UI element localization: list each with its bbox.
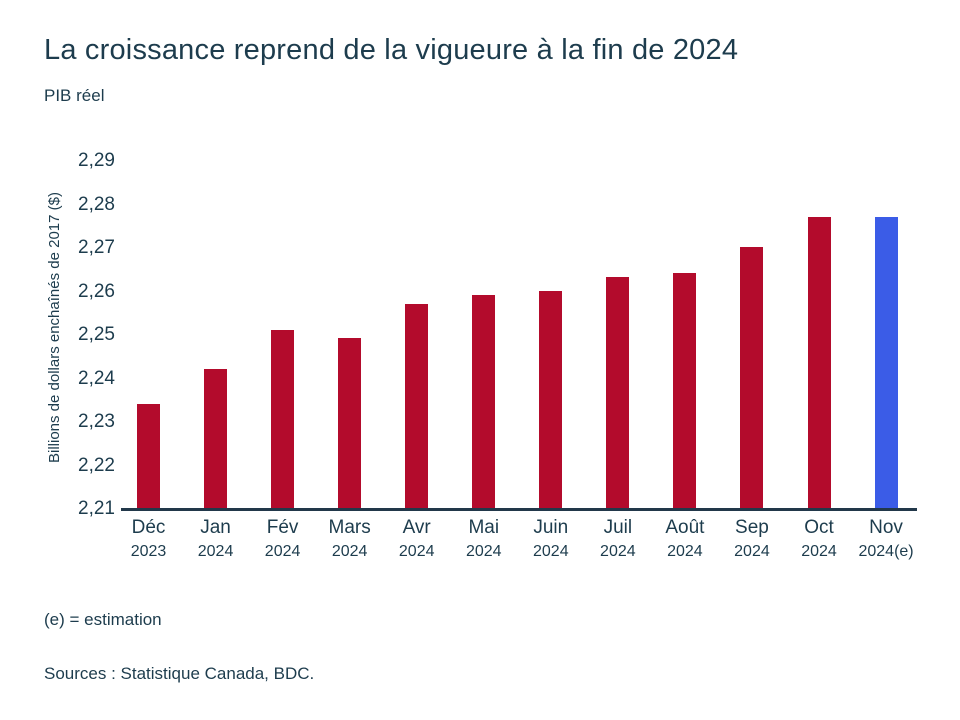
- y-tick-label-2-27: 2,27: [78, 237, 115, 258]
- chart-subtitle: PIB réel: [44, 86, 105, 105]
- plot-area: [121, 146, 917, 511]
- x-tick-label-nov-2024-e: Nov 2024(e): [858, 517, 913, 561]
- x-tick-year: 2024: [734, 543, 770, 560]
- x-tick-year: 2024: [398, 543, 435, 560]
- bar-sep-2024: [740, 247, 764, 508]
- x-tick-month: Nov: [869, 517, 903, 538]
- bar-jan-2024: [204, 368, 228, 508]
- x-tick-year: 2023: [130, 543, 167, 560]
- x-tick-label-avr-2024: Avr 2024: [399, 517, 435, 561]
- x-tick-month: Juin: [533, 517, 569, 538]
- bar-mai-2024: [472, 294, 496, 508]
- x-tick-month: Avr: [402, 517, 431, 538]
- x-tick-month: Mai: [468, 517, 500, 538]
- estimation-footnote: (e) = estimation: [44, 610, 162, 629]
- x-tick-month: Jan: [200, 517, 231, 538]
- y-tick-label-2-21: 2,21: [78, 498, 115, 519]
- x-tick-year: 2024: [465, 543, 502, 560]
- y-tick-label-2-26: 2,26: [78, 280, 115, 302]
- x-tick-label-jan-2024: Jan 2024: [198, 517, 234, 561]
- x-axis-tick-labels: Déc 2023 Jan 2024 Fév 2024 Mars 2024 Avr 2024 Mai 2…: [123, 517, 917, 573]
- bar-mars-2024: [338, 338, 362, 508]
- x-tick-label-mars-2024: Mars 2024: [329, 517, 371, 561]
- sources-note: Sources : Statistique Canada, BDC.: [44, 664, 315, 683]
- x-axis-line: [121, 508, 917, 511]
- x-tick-month: Sep: [735, 517, 769, 538]
- x-tick-month: Août: [665, 517, 705, 538]
- x-tick-label-dec-2023: Déc 2023: [131, 517, 167, 561]
- bar-dec-2023: [137, 403, 160, 508]
- x-tick-month: Juil: [603, 517, 633, 538]
- x-tick-label-aout-2024: Août 2024: [665, 517, 704, 561]
- y-tick-label-2-28: 2,28: [78, 193, 115, 215]
- x-tick-year: 2024: [600, 543, 636, 560]
- x-tick-year: 2024: [801, 543, 837, 560]
- x-tick-label-sep-2024: Sep 2024: [734, 517, 770, 561]
- y-tick-label-2-29: 2,29: [78, 150, 115, 171]
- x-tick-year: 2024: [331, 543, 368, 560]
- bar-fev-2024: [271, 329, 295, 508]
- x-tick-label-fev-2024: Fév 2024: [265, 517, 301, 561]
- x-tick-year: 2024: [197, 543, 234, 560]
- x-tick-month: Déc: [131, 517, 166, 538]
- y-tick-label-2-25: 2,25: [78, 324, 115, 345]
- bar-avr-2024: [405, 303, 429, 508]
- x-tick-label-oct-2024: Oct 2024: [801, 517, 837, 561]
- bar-juin-2024: [539, 290, 563, 508]
- x-tick-label-juil-2024: Juil 2024: [600, 517, 636, 561]
- bar-oct-2024: [807, 216, 831, 508]
- x-tick-year: 2024(e): [858, 543, 914, 560]
- y-tick-label-2-23: 2,23: [78, 411, 115, 432]
- x-tick-month: Mars: [328, 517, 371, 538]
- chart-title: La croissance reprend de la vigueure à l…: [44, 34, 739, 66]
- x-tick-year: 2024: [264, 543, 301, 560]
- x-tick-month: Fév: [266, 517, 299, 538]
- bar-nov-2024-e: [874, 216, 898, 508]
- bar-juil-2024: [606, 277, 630, 508]
- bar-aout-2024: [673, 273, 697, 508]
- y-axis-tick-labels: 2,21 2,22 2,23 2,24 2,25 2,26 2,27 2,28 2,29: [0, 146, 115, 519]
- y-tick-label-2-22: 2,22: [78, 454, 115, 476]
- x-tick-year: 2024: [533, 543, 569, 560]
- x-tick-month: Oct: [804, 517, 834, 538]
- x-tick-label-mai-2024: Mai 2024: [466, 517, 502, 561]
- x-tick-year: 2024: [667, 543, 703, 560]
- x-tick-label-juin-2024: Juin 2024: [533, 517, 569, 561]
- y-tick-label-2-24: 2,24: [78, 367, 115, 389]
